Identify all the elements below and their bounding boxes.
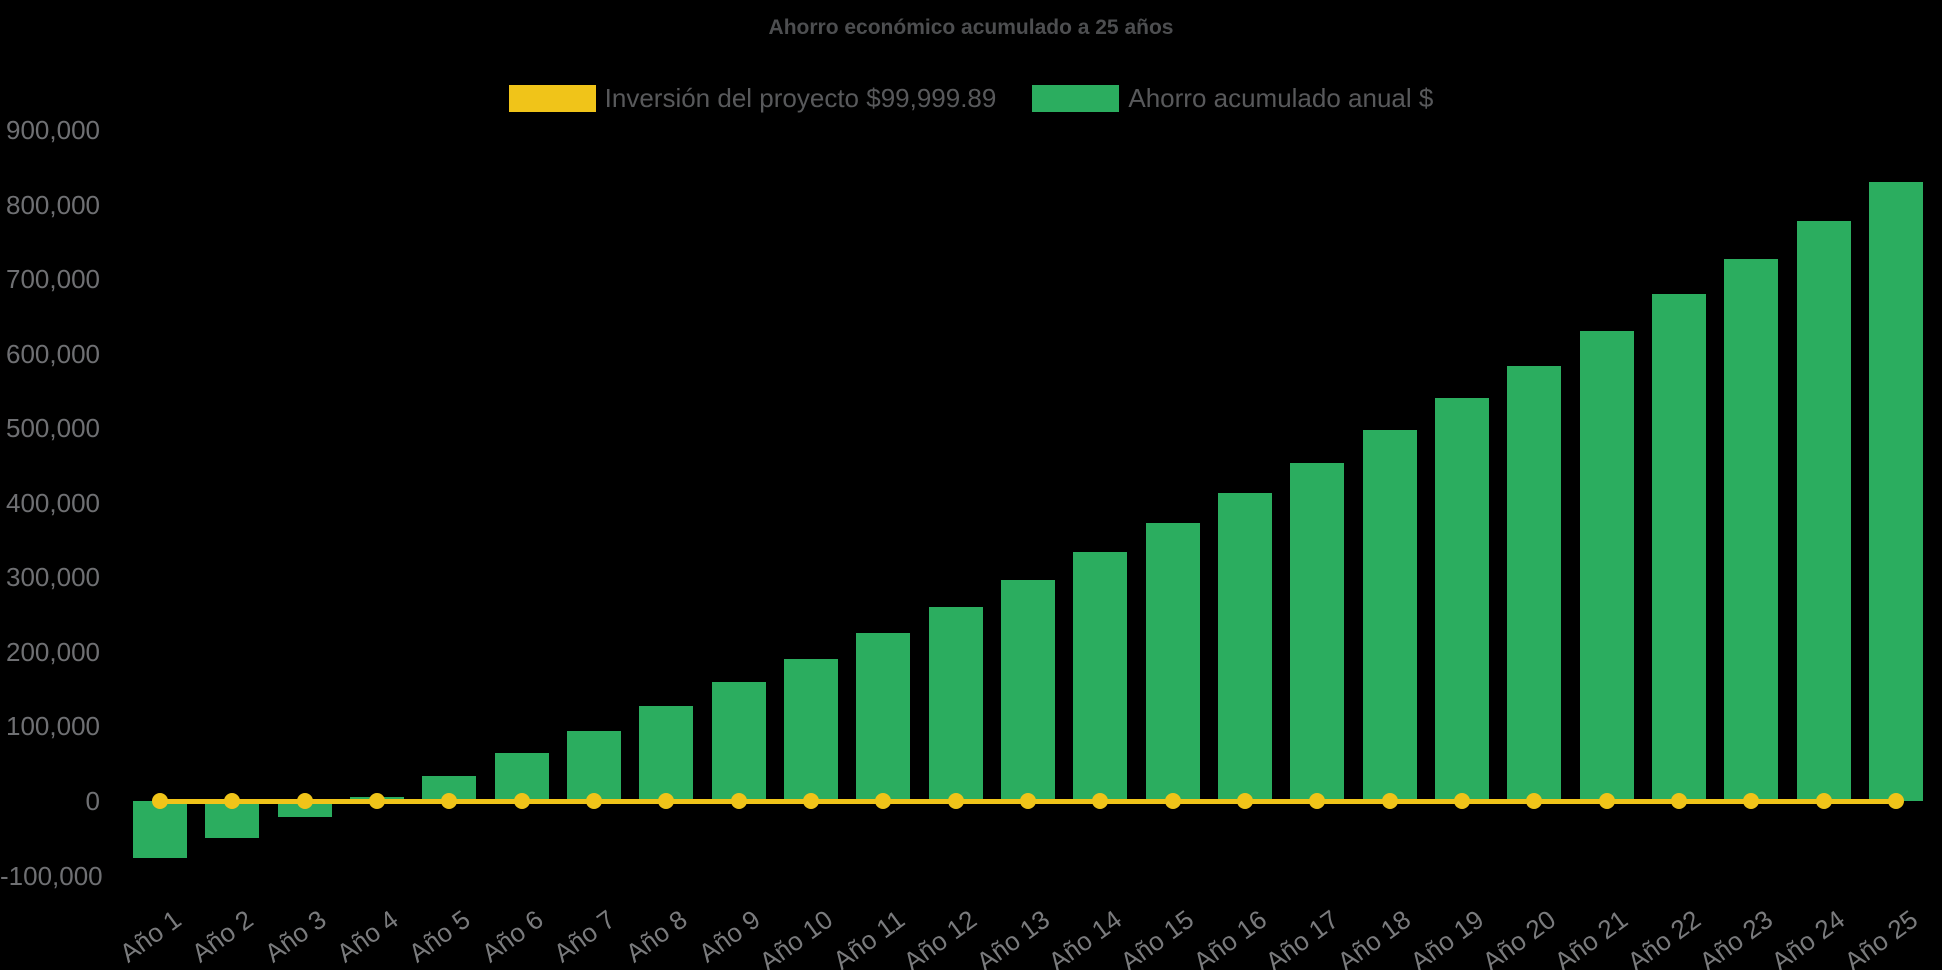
x-tick-label: Año 4	[331, 904, 404, 969]
y-tick-label: 500,000	[6, 413, 100, 444]
y-tick-label: 700,000	[6, 264, 100, 295]
investment-line-point[interactable]	[1453, 793, 1470, 809]
savings-bar[interactable]	[1362, 430, 1417, 801]
investment-line-point[interactable]	[658, 793, 675, 809]
y-tick-label: 400,000	[6, 487, 100, 518]
y-tick-label: -100,000	[0, 860, 103, 891]
investment-line-point[interactable]	[1526, 793, 1543, 809]
legend-label-savings: Ahorro acumulado anual $	[1128, 83, 1434, 113]
x-tick-label: Año 13	[970, 904, 1055, 970]
savings-bar[interactable]	[783, 658, 838, 801]
x-tick-label: Año 21	[1548, 904, 1634, 970]
investment-line-point[interactable]	[368, 793, 385, 809]
investment-line-point[interactable]	[585, 793, 602, 809]
x-tick-label: Año 6	[475, 904, 549, 969]
investment-color-swatch-icon	[508, 85, 596, 112]
investment-line-point[interactable]	[441, 793, 458, 809]
investment-line-point[interactable]	[1598, 793, 1615, 809]
x-tick-label: Año 7	[547, 904, 621, 969]
x-tick-label: Año 22	[1621, 904, 1706, 970]
y-tick-label: 100,000	[6, 711, 100, 742]
investment-line-point[interactable]	[875, 793, 892, 809]
x-tick-label: Año 8	[620, 904, 693, 969]
legend-item-investment[interactable]: Inversión del proyecto $99,999.89	[508, 83, 997, 114]
y-tick-label: 900,000	[6, 115, 100, 146]
savings-bar[interactable]	[1434, 398, 1489, 801]
investment-line-point[interactable]	[152, 793, 168, 809]
investment-line-point[interactable]	[1309, 793, 1326, 809]
savings-bar[interactable]	[494, 752, 549, 801]
chart-title: Ahorro económico acumulado a 25 años	[768, 16, 1174, 39]
savings-color-swatch-icon	[1032, 85, 1120, 112]
investment-line-point[interactable]	[947, 793, 964, 809]
legend-item-savings[interactable]: Ahorro acumulado anual $	[1032, 83, 1433, 114]
savings-bar[interactable]	[277, 801, 332, 818]
y-tick-label: 0	[85, 786, 100, 816]
legend-label-investment: Inversión del proyecto $99,999.89	[604, 83, 997, 113]
savings-bar[interactable]	[1724, 259, 1779, 801]
y-tick-label: 300,000	[6, 562, 100, 593]
investment-line-point[interactable]	[1164, 793, 1181, 809]
x-tick-label: Año 18	[1331, 904, 1417, 970]
x-tick-label: Año 9	[692, 904, 766, 969]
x-tick-label: Año 2	[186, 904, 259, 969]
x-tick-label: Año 10	[753, 904, 838, 970]
savings-bar[interactable]	[1651, 294, 1706, 801]
y-tick-label: 600,000	[6, 338, 100, 369]
investment-line-point[interactable]	[224, 793, 241, 809]
savings-bar[interactable]	[928, 607, 983, 801]
investment-line-point[interactable]	[1092, 793, 1109, 809]
x-tick-label: Año 14	[1042, 904, 1127, 970]
x-tick-label: Año 15	[1114, 904, 1200, 970]
savings-bar[interactable]	[856, 633, 911, 801]
investment-line-point[interactable]	[1670, 793, 1687, 809]
investment-line-point[interactable]	[1743, 793, 1760, 809]
x-tick-label: Año 16	[1187, 904, 1272, 970]
x-tick-label: Año 23	[1693, 904, 1778, 970]
x-tick-label: Año 19	[1404, 904, 1489, 970]
savings-bar[interactable]	[1290, 462, 1345, 801]
savings-bar[interactable]	[566, 730, 621, 801]
x-tick-label: Año 25	[1838, 904, 1923, 970]
savings-bar[interactable]	[133, 801, 187, 858]
savings-bar[interactable]	[1217, 493, 1272, 801]
investment-line-point[interactable]	[1887, 793, 1904, 809]
savings-bar[interactable]	[1507, 366, 1562, 801]
y-tick-label: 200,000	[6, 636, 100, 667]
y-tick-label: 800,000	[6, 189, 100, 220]
investment-line-point[interactable]	[1815, 793, 1832, 809]
savings-bar[interactable]	[1073, 552, 1128, 801]
x-tick-label: Año 3	[258, 904, 332, 969]
investment-line-point[interactable]	[1236, 793, 1253, 809]
x-tick-label: Año 11	[827, 904, 910, 970]
savings-bar[interactable]	[1868, 182, 1923, 801]
savings-bar[interactable]	[1145, 522, 1200, 801]
x-tick-label: Año 24	[1765, 904, 1851, 970]
savings-bar[interactable]	[1579, 331, 1634, 801]
investment-line-point[interactable]	[513, 793, 530, 809]
savings-bar[interactable]	[711, 682, 766, 801]
investment-line-point[interactable]	[1381, 793, 1398, 809]
investment-line-point[interactable]	[730, 793, 747, 809]
savings-bar[interactable]	[1796, 221, 1851, 801]
savings-bar[interactable]	[639, 706, 694, 801]
savings-bar[interactable]	[1000, 580, 1055, 801]
x-tick-label: Año 12	[897, 904, 983, 970]
x-tick-label: Año 1	[114, 904, 187, 969]
investment-line-point[interactable]	[296, 793, 313, 809]
chart-legend: Inversión del proyecto $99,999.89 Ahorro…	[0, 83, 1942, 114]
x-tick-label: Año 5	[403, 904, 476, 969]
investment-line-point[interactable]	[802, 793, 819, 809]
investment-line-point[interactable]	[1019, 793, 1036, 809]
x-tick-label: Año 17	[1259, 904, 1344, 970]
x-tick-label: Año 20	[1476, 904, 1561, 970]
